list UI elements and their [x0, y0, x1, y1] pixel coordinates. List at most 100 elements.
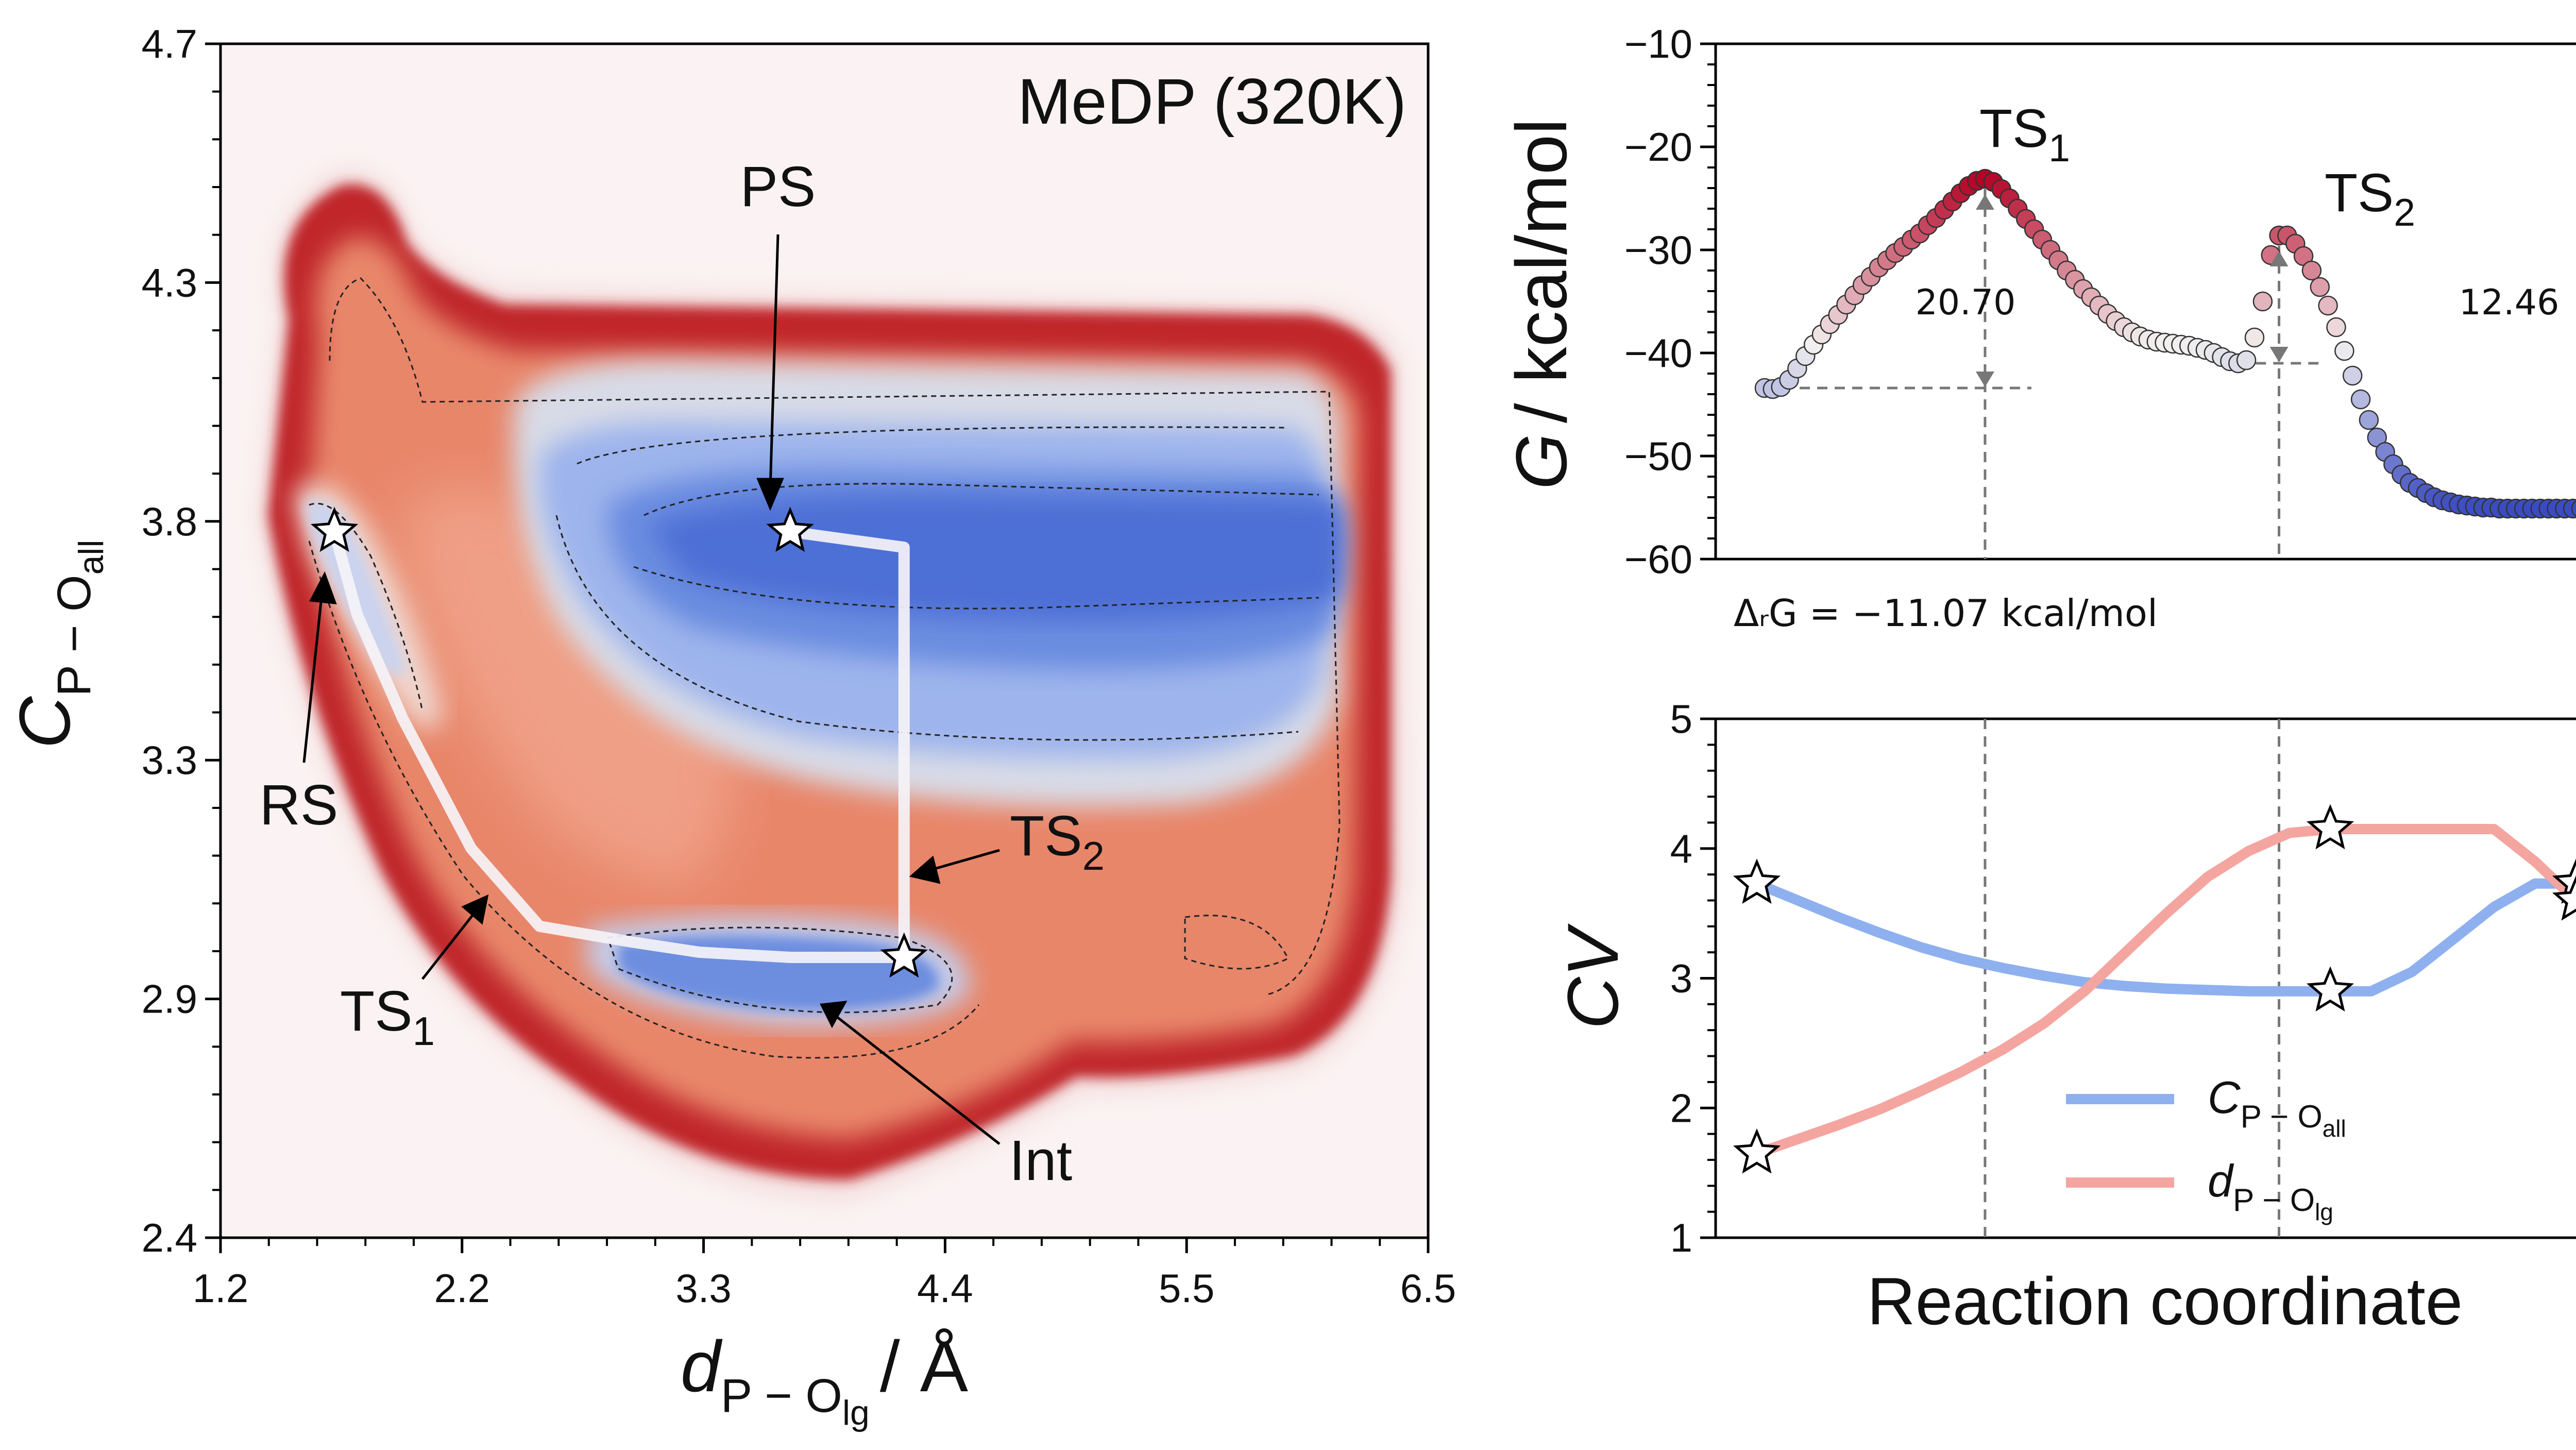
- x-tick-label: 5.5: [1159, 1266, 1214, 1311]
- cv-y-tick-label: 2: [1670, 1085, 1692, 1131]
- profile-y-tick-label: −10: [1624, 21, 1692, 66]
- barrier-1-arrow-down: [1975, 372, 1994, 387]
- x-tick-label: 1.2: [193, 1266, 248, 1311]
- cv-state-star: [2306, 804, 2354, 850]
- x-label-main: d: [681, 1326, 723, 1407]
- panel-free-energy-profile: −10−20−30−40−50−60 TS1 TS2 20.70 12.46 Δ…: [1501, 21, 2576, 635]
- reaction-free-energy: ΔᵣG = −11.07 kcal/mol: [1734, 592, 2158, 635]
- arrow-ts1-head: [461, 894, 489, 925]
- y-tick-label: 3.8: [142, 499, 197, 544]
- profile-y-tick-label: −30: [1624, 227, 1692, 273]
- legend-d-subsub: lg: [2315, 1199, 2333, 1225]
- barrier-2-value: 12.46: [2459, 282, 2560, 323]
- label-ts2: TS2: [1010, 804, 1105, 879]
- profile-y-ticks: −10 −20 −30 −40 −50 −60: [1624, 21, 1716, 582]
- profile-barrier-arrows: [1975, 194, 2289, 387]
- profile-ts1-label: TS1: [1979, 98, 2070, 170]
- cv-series-c-line: [1755, 878, 2576, 997]
- cv-frame: [1714, 717, 2576, 1239]
- state-star-rs: [310, 507, 359, 552]
- y-label-main: C: [4, 696, 85, 749]
- profile-point: [2310, 277, 2330, 297]
- legend-c-sub: P − O: [2241, 1099, 2323, 1135]
- profile-ts2-main: TS: [2325, 163, 2394, 223]
- profile-point: [2359, 410, 2379, 430]
- cv-state-star: [2306, 966, 2354, 1011]
- label-int: Int: [1009, 1129, 1072, 1192]
- minimum-energy-path: [329, 526, 910, 963]
- y-tick-label: 3.3: [142, 737, 197, 783]
- cv-y-ticks: 1 2 3 4 5: [1670, 696, 1716, 1260]
- x-label-unit: / Å: [880, 1326, 969, 1407]
- profile-point: [2350, 389, 2371, 410]
- contour-line: [633, 566, 1319, 610]
- y-tick-label: 2.4: [142, 1215, 197, 1260]
- legend-d-sub: P − O: [2233, 1183, 2315, 1218]
- profile-y-tick-label: −50: [1624, 433, 1692, 479]
- cv-y-axis-label: CV: [1552, 923, 1633, 1029]
- barrier-1-arrow-up: [1975, 194, 1994, 210]
- landscape-y-axis-label: CP − Oall: [4, 539, 111, 748]
- arrow-rs: [302, 592, 324, 763]
- label-rs: RS: [260, 773, 338, 837]
- profile-point: [2301, 260, 2322, 281]
- barrier-2-arrow-up: [2269, 251, 2289, 266]
- profile-point: [2571, 500, 2576, 517]
- x-label-sub: P − O: [721, 1370, 842, 1422]
- landscape-frame: [219, 42, 1430, 1239]
- y-label-subsub: all: [72, 539, 111, 575]
- landscape-y-ticks: 2.4 2.9 3.3 3.8 4.3 4.7: [142, 21, 221, 1260]
- label-ts1-sub: 1: [413, 1008, 435, 1054]
- profile-ts1-main: TS: [1979, 98, 2048, 159]
- arrow-ts2-head: [909, 855, 941, 884]
- arrow-int-head: [820, 1000, 848, 1029]
- y-label-sub: P − O: [48, 575, 100, 696]
- arrow-rs-head: [309, 571, 337, 604]
- profile-point: [2334, 341, 2354, 361]
- profile-point: [2342, 365, 2363, 386]
- y-tick-label: 2.9: [142, 976, 197, 1022]
- x-tick-label: 4.4: [917, 1266, 973, 1311]
- barrier-2-arrow-down: [2269, 347, 2289, 362]
- profile-point: [2252, 291, 2273, 312]
- profile-y-axis-label: G / kcal/mol: [1501, 119, 1582, 490]
- profile-y-tick-label: −40: [1624, 330, 1692, 376]
- label-ts1-main: TS: [340, 980, 413, 1043]
- label-ts1: TS1: [340, 980, 435, 1054]
- profile-y-tick-label: −20: [1624, 124, 1692, 170]
- legend-label-c: CP − Oall: [2208, 1072, 2346, 1142]
- legend-c-main: C: [2208, 1072, 2241, 1123]
- arrow-ts1: [421, 906, 480, 980]
- product-basin-deep: [649, 495, 1345, 621]
- landscape-arrows: [302, 234, 1001, 1145]
- x-label-subsub: lg: [842, 1393, 870, 1432]
- panel-energy-landscape: 1.2 2.2 3.3 4.4 5.5 6.5 2.4 2.9 3.3 3.8 4.3 4.7 Me…: [4, 21, 1456, 1432]
- contour-line: [577, 426, 1289, 465]
- arrow-int: [834, 1014, 1001, 1145]
- legend-d-main: d: [2208, 1155, 2234, 1206]
- profile-point: [2244, 327, 2265, 348]
- cv-y-tick-label: 1: [1670, 1215, 1692, 1260]
- profile-y-label-unit: / kcal/mol: [1501, 119, 1582, 423]
- landscape-title: MeDP (320K): [1018, 66, 1406, 138]
- x-tick-label: 6.5: [1400, 1266, 1456, 1311]
- barrier-1-value: 20.70: [1916, 282, 2016, 323]
- profile-ts2-sub: 2: [2394, 191, 2415, 234]
- cv-y-tick-label: 4: [1670, 826, 1692, 871]
- cv-y-tick-label: 3: [1670, 956, 1692, 1001]
- contour-line: [555, 515, 1299, 741]
- ridge-region: [402, 486, 737, 886]
- state-star-ps: [766, 507, 814, 552]
- landscape-x-axis-label: dP − Olg / Å: [681, 1326, 969, 1432]
- landscape-x-ticks: 1.2 2.2 3.3 4.4 5.5 6.5: [193, 1238, 1456, 1311]
- cv-state-star: [2552, 875, 2576, 921]
- profile-point: [2326, 317, 2346, 338]
- label-ps: PS: [740, 155, 816, 218]
- contour-line: [329, 277, 1341, 996]
- profile-point: [2236, 350, 2257, 370]
- cv-legend: CP − Oall dP − Olg: [2066, 1072, 2346, 1225]
- y-tick-label: 4.3: [142, 260, 197, 305]
- profile-y-label-main: G: [1501, 433, 1582, 490]
